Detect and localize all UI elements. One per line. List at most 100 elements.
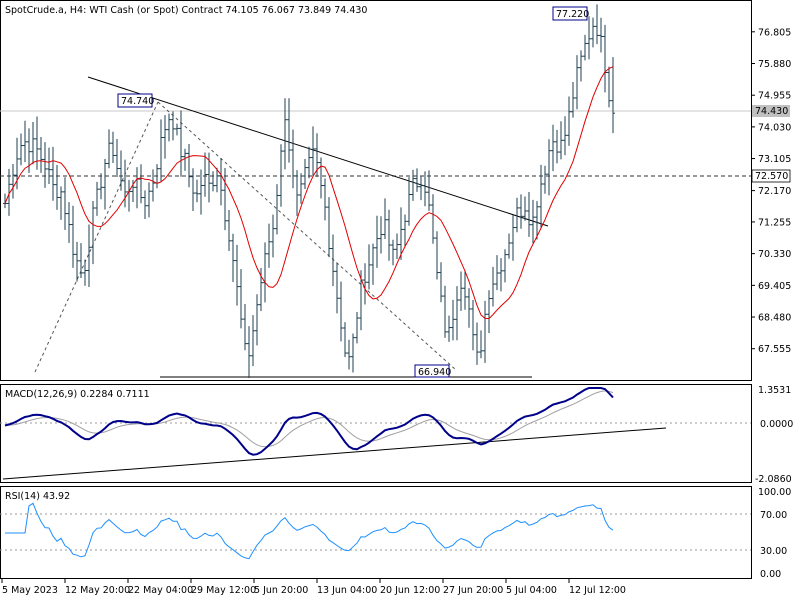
price-bar <box>523 196 527 221</box>
price-bar <box>467 288 471 328</box>
rsi-line <box>5 502 614 560</box>
price-bar <box>95 181 99 216</box>
callout-high-b-text: 77.220 <box>556 9 589 20</box>
price-tick-label: 69.405 <box>758 281 791 292</box>
price-tick-label: 68.480 <box>758 313 791 324</box>
price-bar <box>599 17 603 53</box>
price-bar <box>443 285 447 338</box>
time-tick-label: 12 Jul 12:00 <box>569 585 626 596</box>
price-bar <box>387 209 391 261</box>
price-bar <box>423 171 427 207</box>
price-bar <box>531 199 535 244</box>
price-bar <box>251 315 255 367</box>
price-bar <box>235 244 239 306</box>
price-bar <box>579 50 583 82</box>
price-bar <box>291 129 295 189</box>
price-tick-label: 72.170 <box>758 186 791 197</box>
price-bar <box>515 197 519 233</box>
price-bar <box>159 119 163 182</box>
price-bar <box>391 239 395 266</box>
price-bar <box>527 192 531 237</box>
price-bar <box>215 167 219 193</box>
price-bar <box>195 179 199 203</box>
price-bar <box>479 330 483 359</box>
macd-signal-line <box>4 390 614 448</box>
rsi-label: RSI(14) 43.92 <box>5 491 70 502</box>
macd-main-line <box>4 387 614 456</box>
price-bar <box>171 111 175 141</box>
price-bar <box>87 224 91 288</box>
price-bar <box>67 202 71 243</box>
level-price-tag: 72.570 <box>751 169 791 183</box>
price-bar <box>71 205 75 268</box>
price-bar <box>91 200 95 265</box>
macd-pane <box>0 384 752 483</box>
price-bar <box>551 124 555 172</box>
price-bar <box>343 322 347 358</box>
macd-tick-zero: 0.0000 <box>760 419 793 430</box>
rsi-tick-100: 100.00 <box>758 487 791 498</box>
price-bar <box>407 177 411 226</box>
price-bar <box>115 138 119 178</box>
macd-tick-low: -2.0860 <box>755 474 792 485</box>
price-bar <box>339 281 343 342</box>
price-bar <box>355 312 359 344</box>
price-bar <box>239 269 243 329</box>
price-bar <box>199 169 203 215</box>
price-bar <box>331 234 335 287</box>
price-tick-label: 74.955 <box>758 91 791 102</box>
price-tick-label: 75.880 <box>758 59 791 70</box>
time-tick-label: 12 May 20:00 <box>65 585 130 596</box>
moving-average-line <box>4 66 614 320</box>
price-bar <box>595 4 599 45</box>
price-bar <box>335 263 339 314</box>
price-bar <box>63 177 67 230</box>
price-bar <box>607 66 611 108</box>
price-bar <box>591 17 595 48</box>
price-bar <box>103 158 107 210</box>
price-bar <box>535 201 539 240</box>
rsi-tick-0: 0.00 <box>760 569 781 580</box>
price-bar <box>611 57 615 134</box>
price-bar <box>483 300 487 363</box>
price-tick-label: 73.105 <box>758 154 791 165</box>
rsi-tick-70: 70.00 <box>760 510 787 521</box>
price-bar <box>271 214 275 258</box>
price-bar <box>275 184 279 235</box>
price-bar <box>555 129 559 164</box>
rsi-tick-30: 30.00 <box>760 546 787 557</box>
dashed-line-rise <box>34 101 159 373</box>
macd-trendline[interactable] <box>2 427 667 480</box>
price-bar <box>603 24 607 93</box>
price-bar <box>323 178 327 221</box>
price-bar <box>211 171 215 192</box>
macd-label: MACD(12,26,9) 0.2284 0.7111 <box>5 389 150 400</box>
price-tick-label: 71.255 <box>758 217 791 228</box>
time-tick-label: 13 Jun 04:00 <box>317 585 377 596</box>
trendline-resistance[interactable] <box>87 76 549 227</box>
price-bar <box>123 159 127 208</box>
price-bars <box>3 4 615 379</box>
price-bar <box>511 214 515 261</box>
price-bar <box>379 216 383 254</box>
price-bar <box>295 170 299 216</box>
price-bar <box>419 176 423 201</box>
price-bar <box>567 96 571 146</box>
price-bar <box>227 210 231 251</box>
price-bar <box>363 263 367 305</box>
rsi-pane <box>0 486 752 579</box>
price-bar <box>491 266 495 307</box>
macd-tick-high: 1.3531 <box>758 385 791 396</box>
price-bar <box>11 163 15 199</box>
current-price-tag: 74.430 <box>752 105 790 117</box>
price-bar <box>7 168 11 216</box>
price-bar <box>135 167 139 209</box>
dashed-line-fall <box>157 101 457 371</box>
price-bar <box>79 243 83 278</box>
price-bar <box>243 303 247 351</box>
time-tick-label: 5 May 2023 <box>2 585 58 596</box>
price-bar <box>375 215 379 268</box>
price-bar <box>583 34 587 61</box>
price-bar <box>99 173 103 200</box>
price-bar <box>299 173 303 204</box>
